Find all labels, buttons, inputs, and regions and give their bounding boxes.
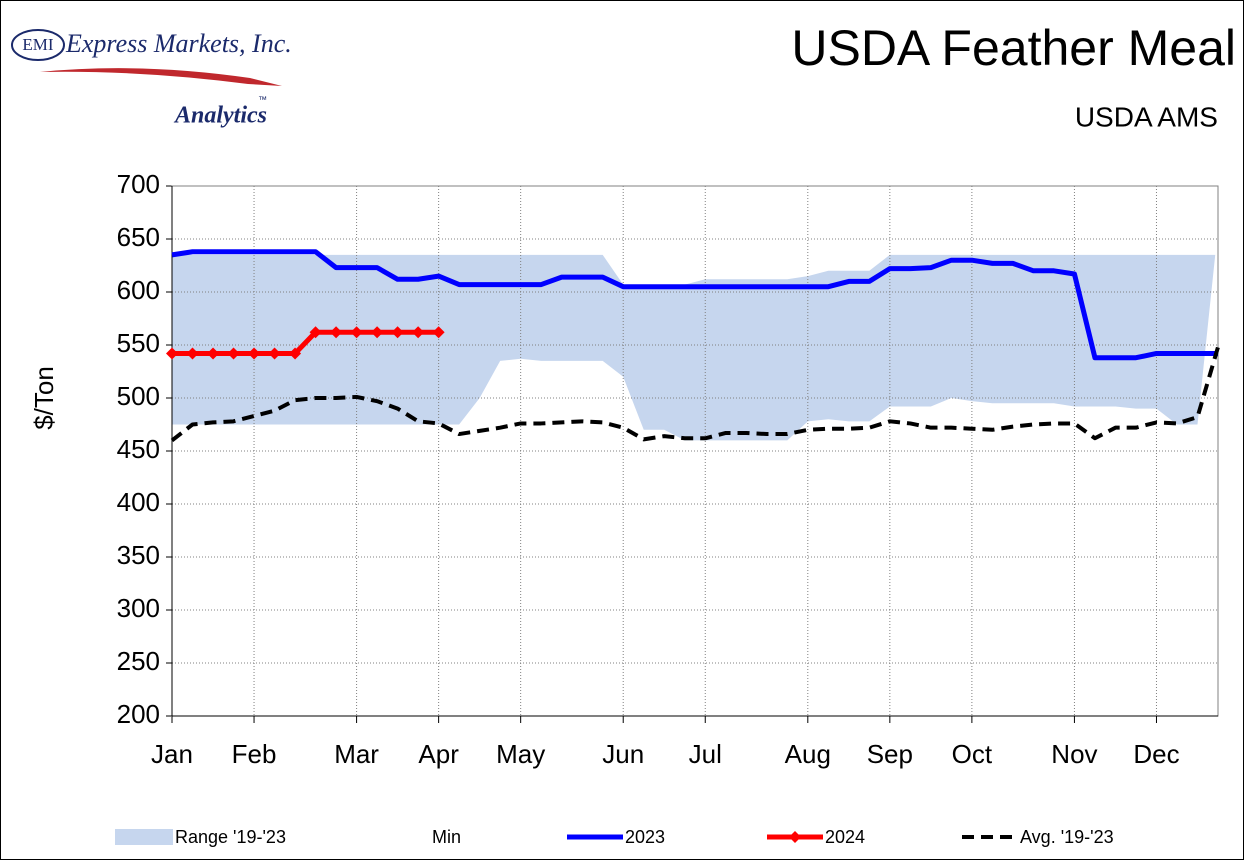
x-tick-label: Feb <box>232 739 277 769</box>
x-tick-label: Sep <box>867 739 913 769</box>
marker <box>391 326 404 339</box>
x-tick-label: Oct <box>952 739 993 769</box>
area <box>172 228 1218 716</box>
marker <box>412 326 425 339</box>
legend-label: 2023 <box>625 827 665 847</box>
x-tick-label: Jan <box>151 739 193 769</box>
legend-marker <box>789 831 801 843</box>
marker <box>248 347 261 360</box>
y-tick-label: 300 <box>117 593 160 623</box>
marker <box>166 347 178 360</box>
line <box>170 346 1220 442</box>
y-tick-label: 200 <box>117 699 160 729</box>
x-tick-label: Nov <box>1051 739 1097 769</box>
legend-item: 2024 <box>767 827 865 847</box>
marker <box>309 326 322 339</box>
y-tick-label: 500 <box>117 381 160 411</box>
y-axis-label: $/Ton <box>29 366 59 430</box>
y-tick-label: 700 <box>117 169 160 199</box>
y-tick-label: 400 <box>117 487 160 517</box>
legend-label: 2024 <box>825 827 865 847</box>
legend-item: Avg. '19-'23 <box>962 827 1114 847</box>
x-tick-label: Jul <box>689 739 722 769</box>
logo: EMI Express Markets, Inc. Analytics ™ <box>11 29 292 129</box>
marker <box>371 326 384 339</box>
legend-swatch <box>115 829 173 845</box>
logo-swoosh <box>40 68 282 86</box>
marker <box>268 347 281 360</box>
logo-badge-text: EMI <box>22 35 54 54</box>
x-tick-label: Apr <box>418 739 459 769</box>
x-tick-label: Mar <box>334 739 379 769</box>
logo-badge <box>11 29 65 61</box>
legend-label: Min <box>432 827 461 847</box>
legend-item: Min <box>372 827 461 847</box>
legend-item: 2023 <box>567 827 665 847</box>
y-tick-label: 350 <box>117 540 160 570</box>
marker <box>227 347 240 360</box>
logo-trademark: ™ <box>258 94 267 104</box>
legend-label: Range '19-'23 <box>175 827 286 847</box>
y-tick-label: 650 <box>117 222 160 252</box>
x-tick-label: Jun <box>602 739 644 769</box>
legend-swatch <box>372 829 430 845</box>
logo-product: Analytics <box>173 103 267 129</box>
legend-label: Avg. '19-'23 <box>1020 827 1114 847</box>
logo-company: Express Markets, Inc. <box>65 29 292 58</box>
chart-subtitle: USDA AMS <box>1075 101 1218 132</box>
y-tick-label: 600 <box>117 275 160 305</box>
marker <box>289 347 302 360</box>
marker <box>186 347 199 360</box>
marker <box>207 347 220 360</box>
line <box>171 249 1218 361</box>
chart-title: USDA Feather Meal <box>791 20 1236 76</box>
x-tick-label: Aug <box>785 739 831 769</box>
marker <box>432 326 445 339</box>
y-tick-label: 450 <box>117 434 160 464</box>
x-tick-label: Dec <box>1133 739 1179 769</box>
marker <box>330 326 343 339</box>
y-tick-label: 550 <box>117 328 160 358</box>
legend-item: Range '19-'23 <box>115 827 286 847</box>
x-tick-label: May <box>496 739 545 769</box>
y-tick-label: 250 <box>117 646 160 676</box>
marker <box>350 326 363 339</box>
